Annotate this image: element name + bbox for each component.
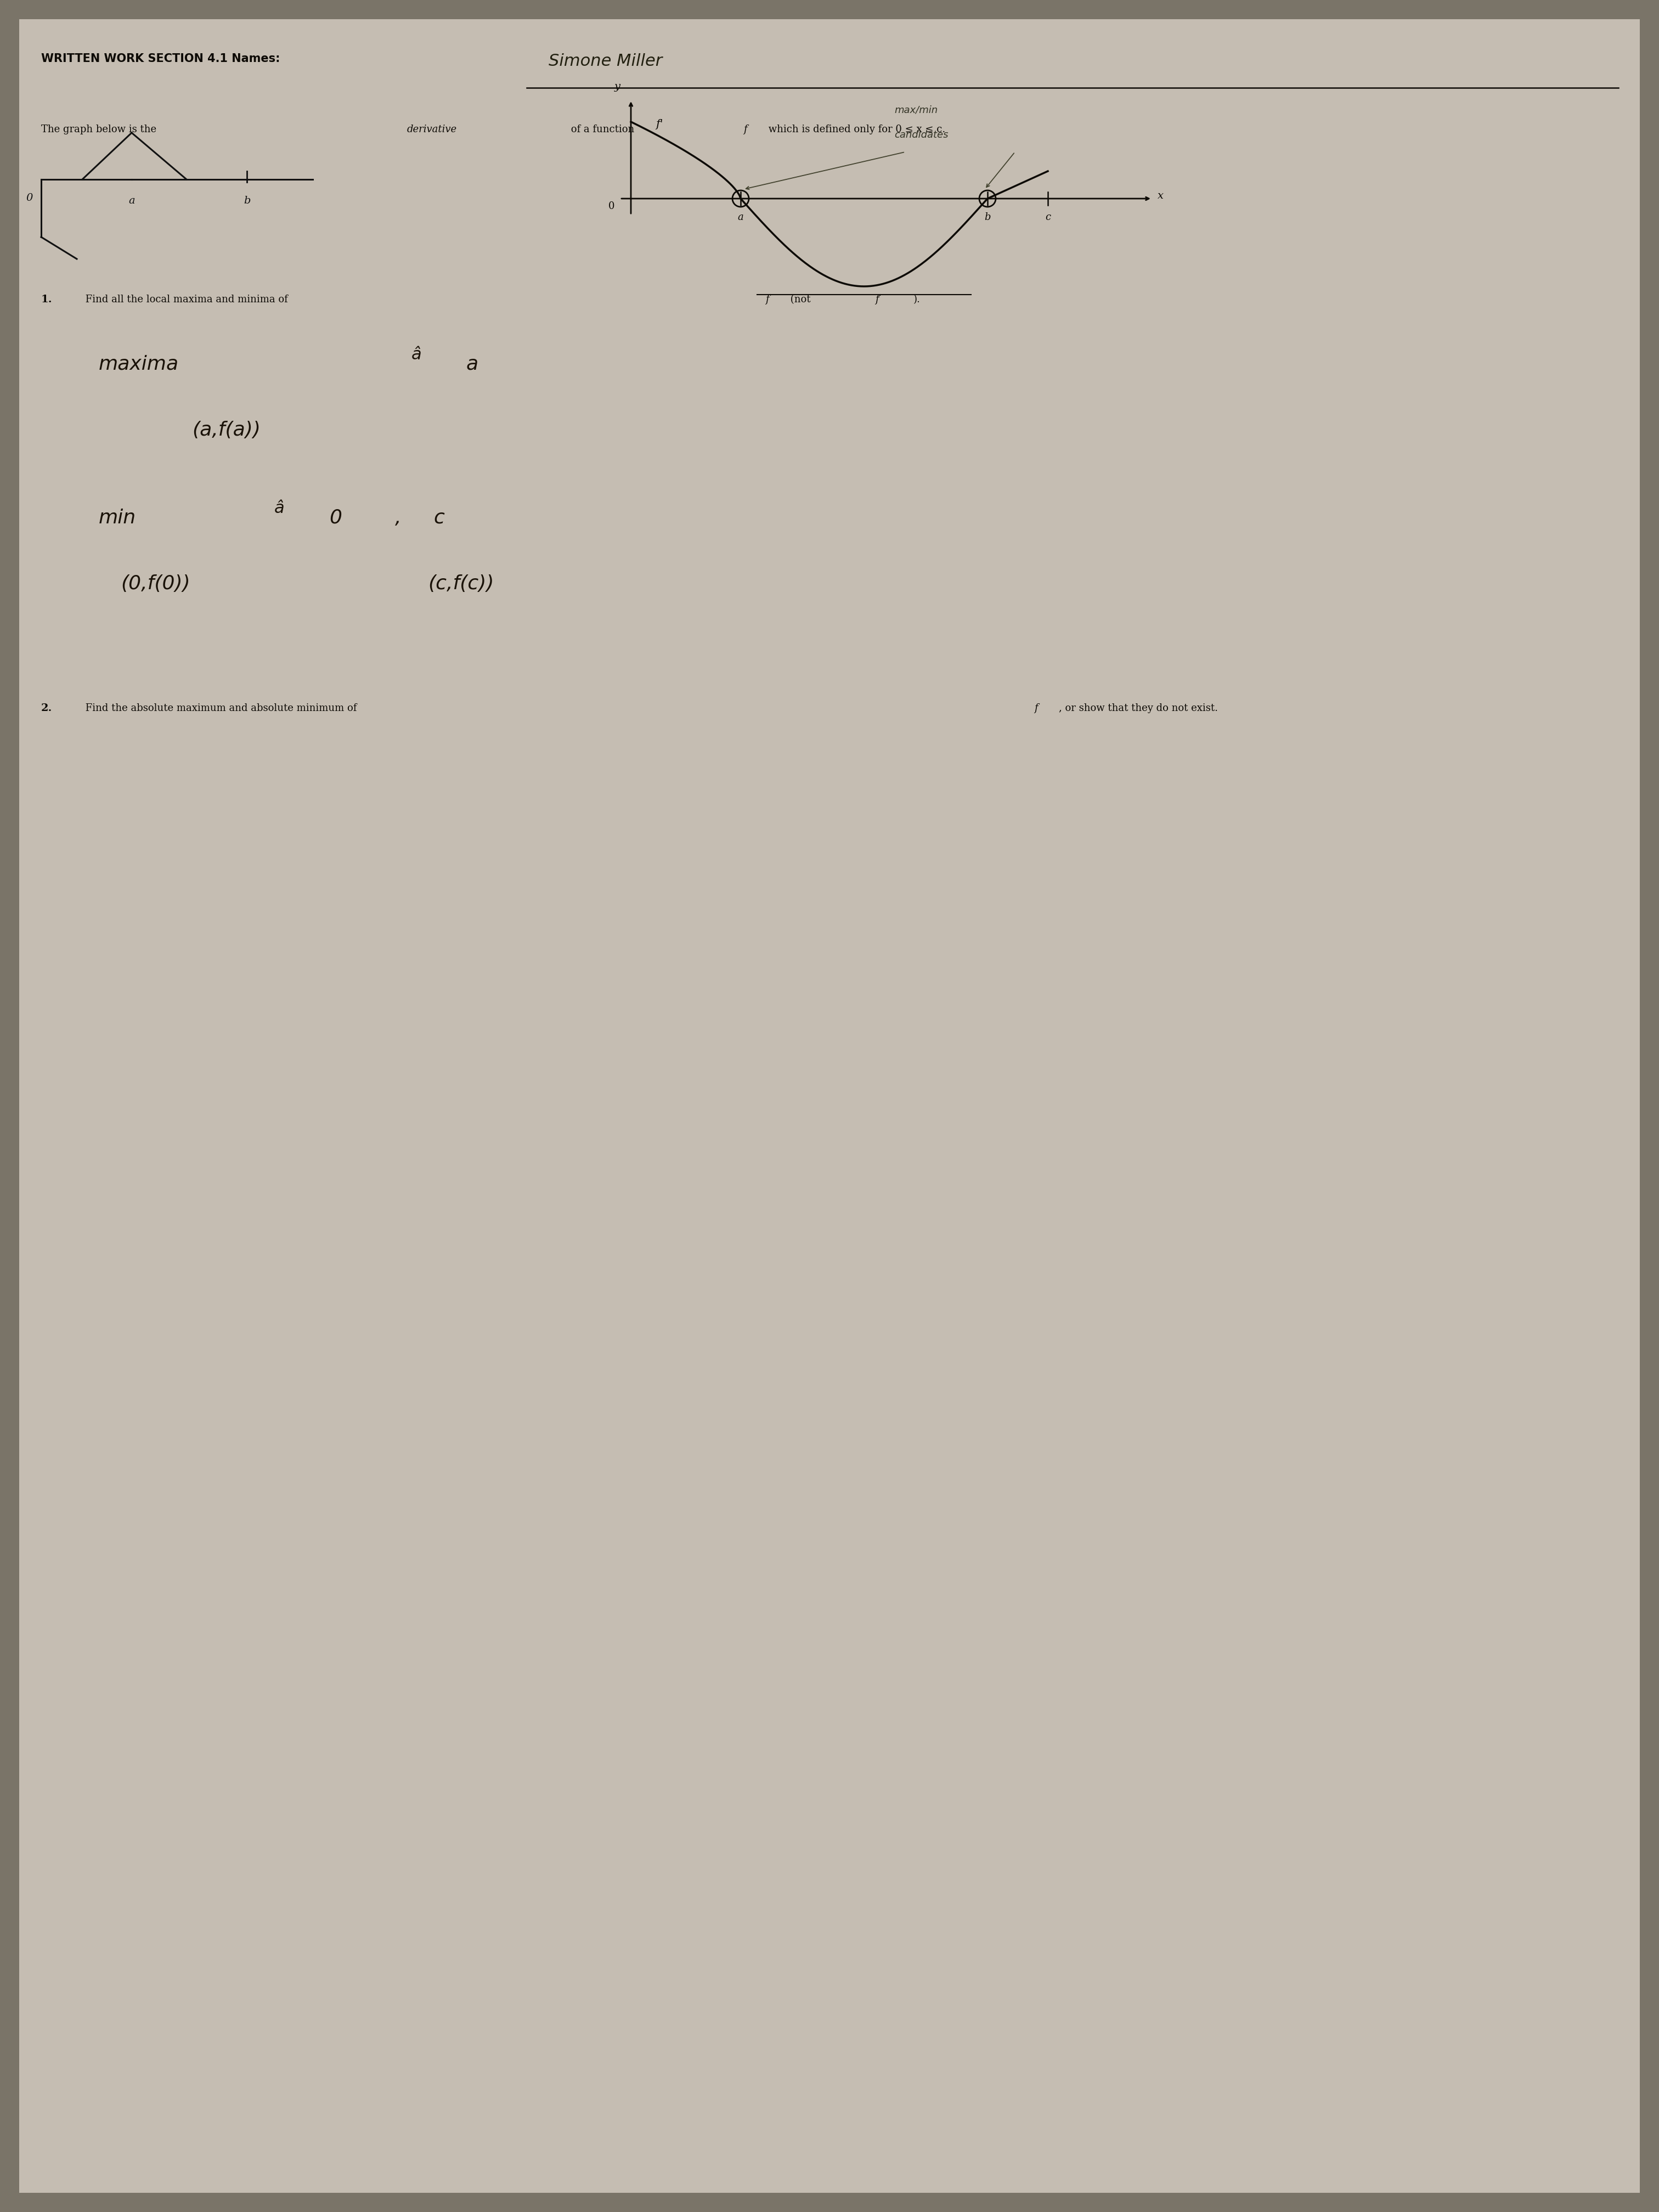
Text: Find all the local maxima and minima of: Find all the local maxima and minima of [83, 294, 290, 305]
Text: min: min [100, 509, 136, 526]
Text: â: â [274, 500, 285, 515]
Text: a: a [738, 212, 743, 221]
Text: f′: f′ [874, 294, 881, 305]
Text: b: b [244, 197, 251, 206]
Text: (c,f(c)): (c,f(c)) [428, 575, 494, 593]
Text: derivative: derivative [406, 124, 458, 135]
Text: Find the absolute maximum and absolute minimum of: Find the absolute maximum and absolute m… [83, 703, 360, 712]
Text: candidates: candidates [894, 131, 949, 139]
Text: (not: (not [788, 294, 813, 305]
Text: The graph below is the: The graph below is the [41, 124, 159, 135]
Text: f: f [1034, 703, 1039, 712]
Text: c: c [433, 509, 445, 526]
Text: b: b [984, 212, 990, 221]
Text: 0: 0 [609, 201, 614, 210]
Text: ).: ). [914, 294, 921, 305]
Text: 0: 0 [27, 192, 33, 204]
Text: y: y [614, 82, 620, 91]
Text: (a,f(a)): (a,f(a)) [192, 420, 260, 440]
Text: f: f [743, 124, 747, 135]
Text: 1.: 1. [41, 294, 53, 305]
Text: a: a [128, 197, 134, 206]
Text: max/min: max/min [894, 106, 937, 115]
Text: of a function: of a function [567, 124, 637, 135]
Text: â: â [411, 347, 421, 363]
Text: f: f [765, 294, 770, 305]
Text: f': f' [655, 119, 664, 131]
Text: maxima: maxima [100, 354, 179, 374]
Text: WRITTEN WORK SECTION 4.1 Names:: WRITTEN WORK SECTION 4.1 Names: [41, 53, 280, 64]
Text: 2.: 2. [41, 703, 53, 712]
Text: a: a [466, 354, 478, 374]
Text: ,: , [395, 509, 401, 526]
Text: x: x [1158, 190, 1163, 201]
Text: , or show that they do not exist.: , or show that they do not exist. [1058, 703, 1218, 712]
Text: 0: 0 [328, 509, 342, 526]
Text: (0,f(0)): (0,f(0)) [121, 575, 191, 593]
Text: c: c [1045, 212, 1050, 221]
Text: which is defined only for 0 ≤ x ≤ c.: which is defined only for 0 ≤ x ≤ c. [765, 124, 946, 135]
Text: Simone Miller: Simone Miller [549, 53, 662, 69]
